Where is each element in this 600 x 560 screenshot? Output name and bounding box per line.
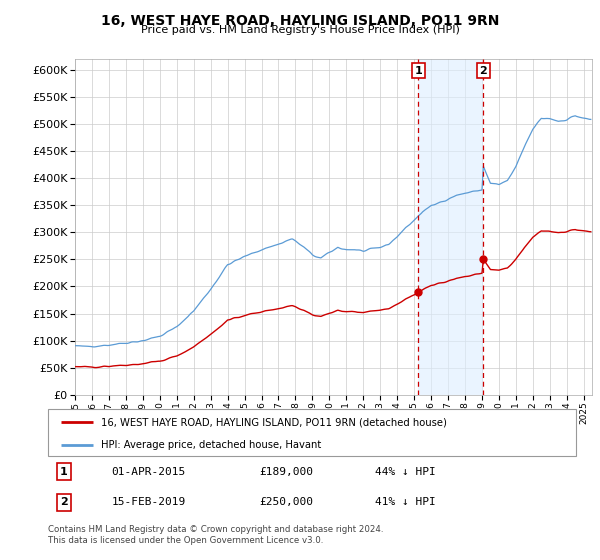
Text: 15-FEB-2019: 15-FEB-2019 [112, 497, 185, 507]
Text: 16, WEST HAYE ROAD, HAYLING ISLAND, PO11 9RN: 16, WEST HAYE ROAD, HAYLING ISLAND, PO11… [101, 14, 499, 28]
Text: 01-APR-2015: 01-APR-2015 [112, 466, 185, 477]
Text: Contains HM Land Registry data © Crown copyright and database right 2024.
This d: Contains HM Land Registry data © Crown c… [48, 525, 383, 545]
Text: HPI: Average price, detached house, Havant: HPI: Average price, detached house, Hava… [101, 440, 321, 450]
Text: 44% ↓ HPI: 44% ↓ HPI [376, 466, 436, 477]
Text: Price paid vs. HM Land Registry's House Price Index (HPI): Price paid vs. HM Land Registry's House … [140, 25, 460, 35]
Text: 1: 1 [415, 66, 422, 76]
Text: £189,000: £189,000 [259, 466, 313, 477]
Text: 2: 2 [60, 497, 68, 507]
Text: £250,000: £250,000 [259, 497, 313, 507]
Text: 1: 1 [60, 466, 68, 477]
Text: 41% ↓ HPI: 41% ↓ HPI [376, 497, 436, 507]
Text: 2: 2 [479, 66, 487, 76]
FancyBboxPatch shape [48, 409, 576, 456]
Text: 16, WEST HAYE ROAD, HAYLING ISLAND, PO11 9RN (detached house): 16, WEST HAYE ROAD, HAYLING ISLAND, PO11… [101, 417, 446, 427]
Bar [418, 59, 484, 395]
